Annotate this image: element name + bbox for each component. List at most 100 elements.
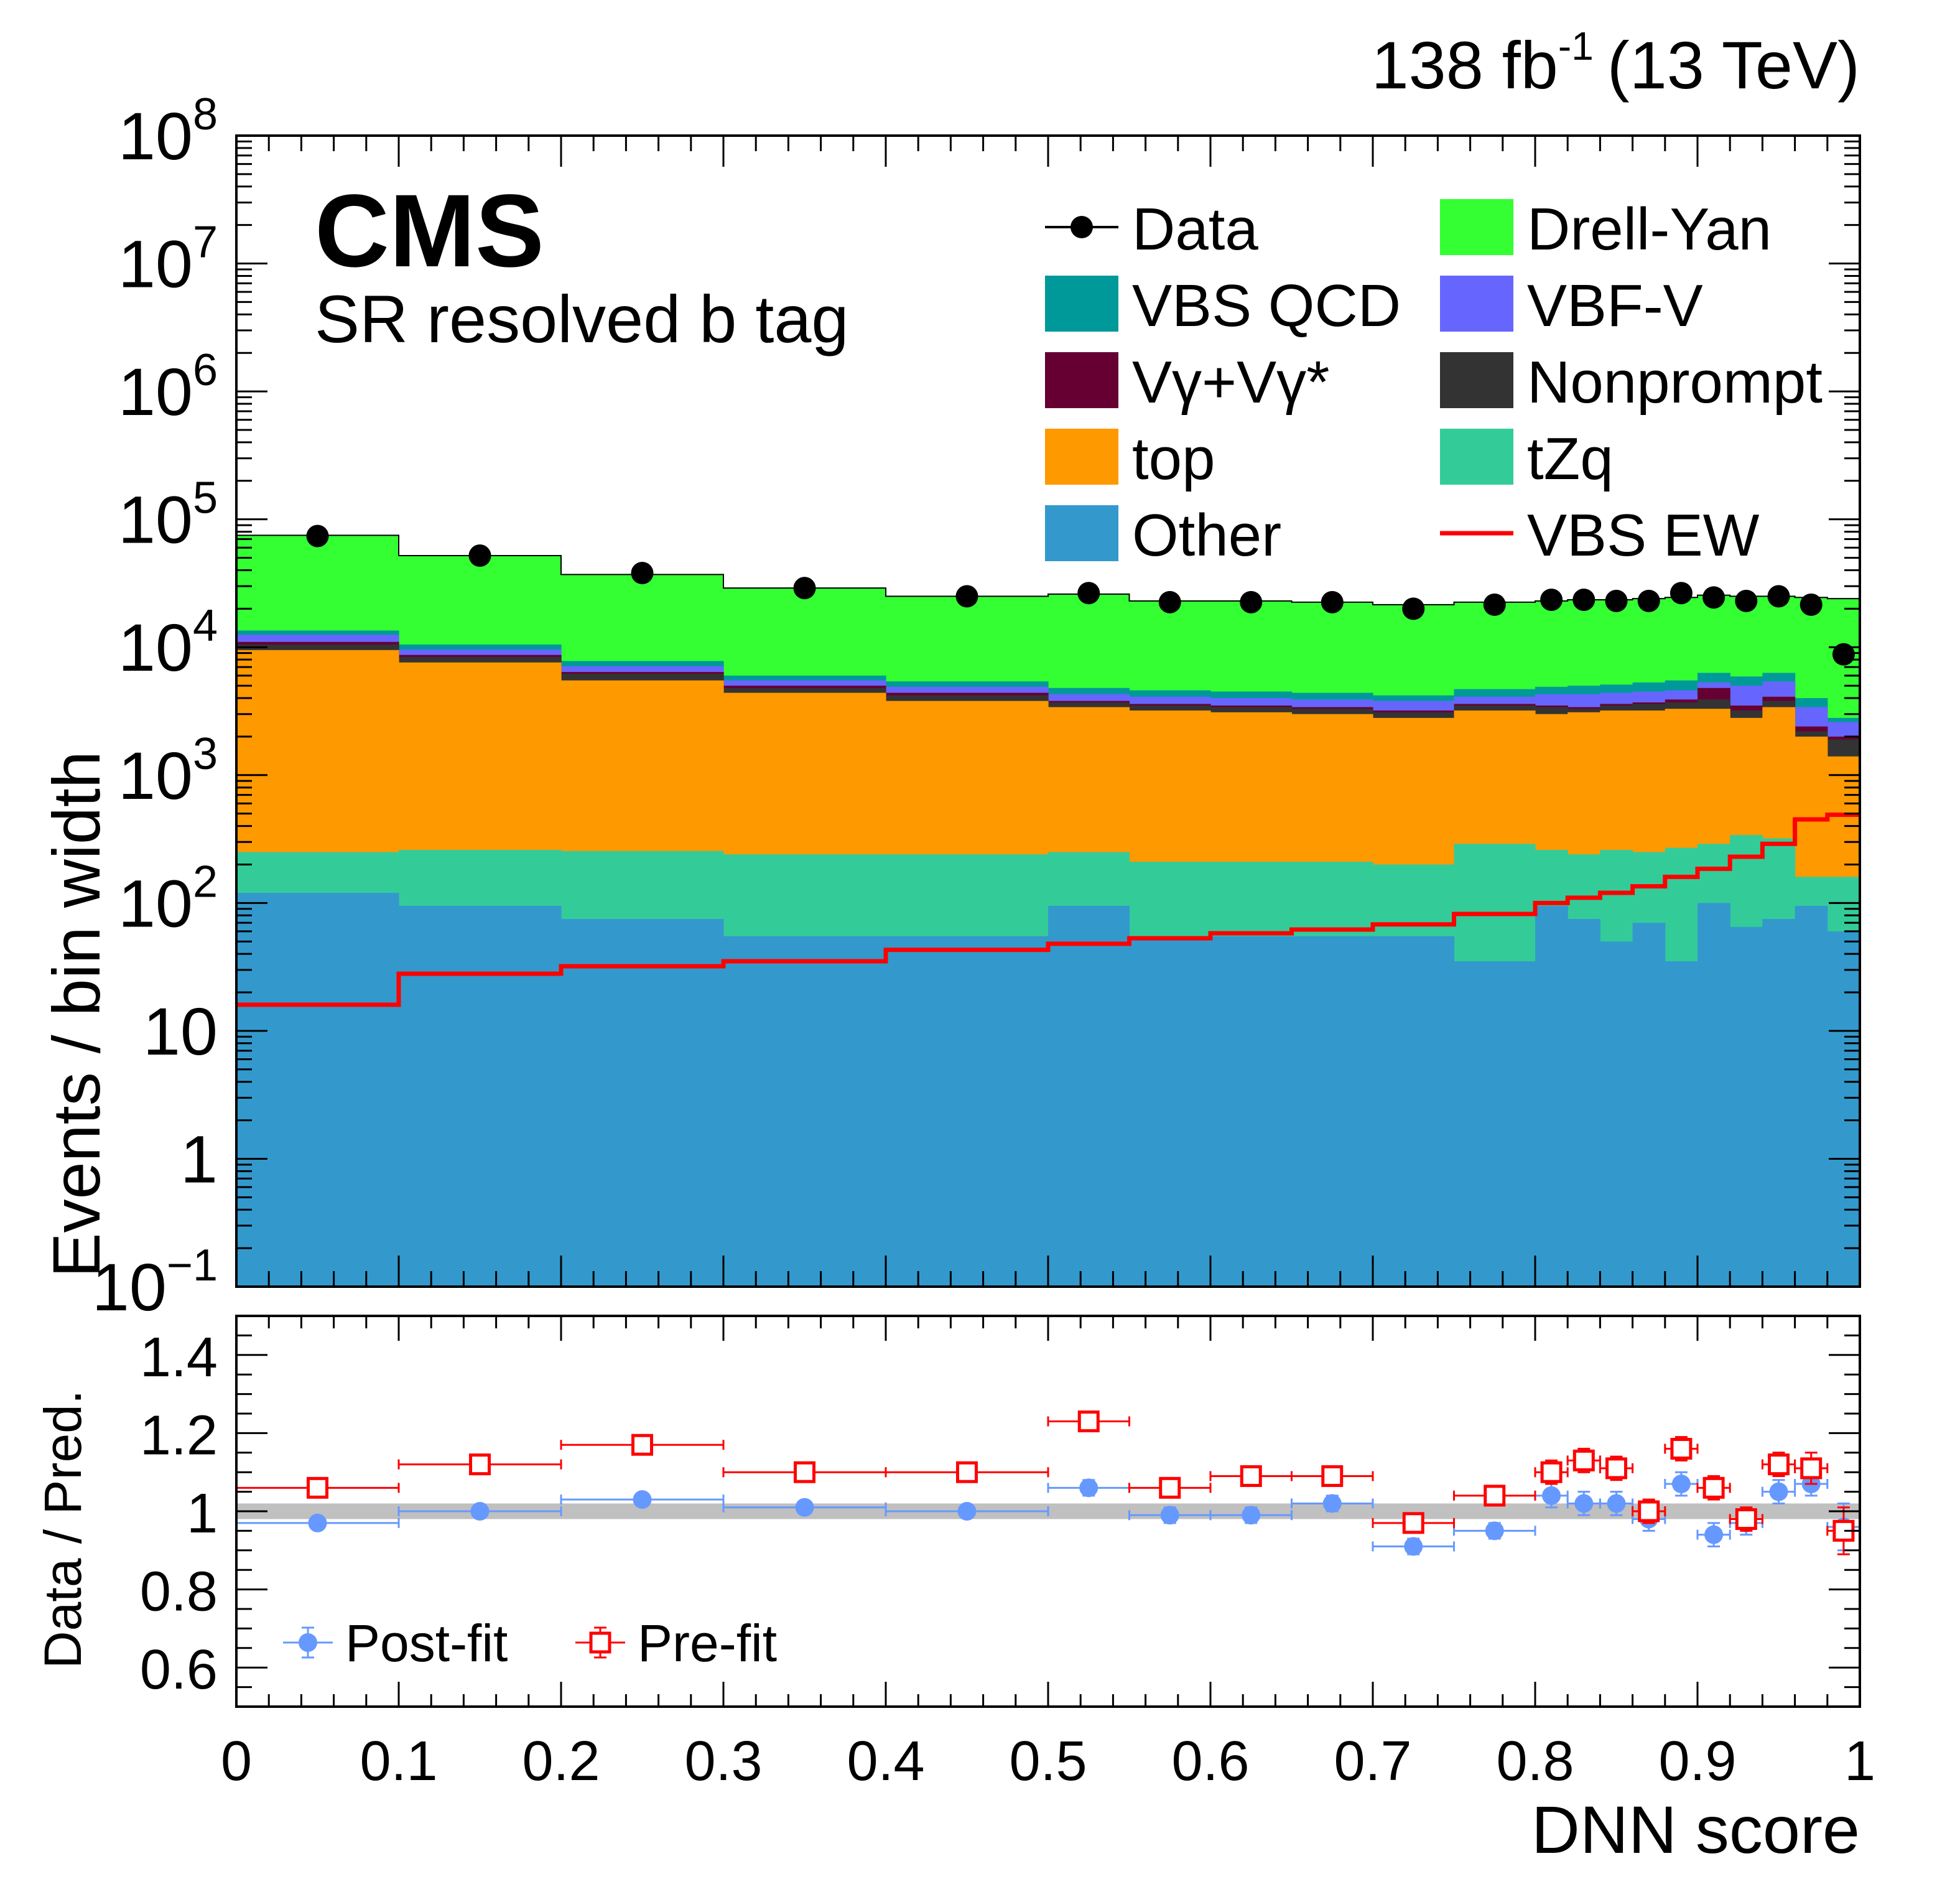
- x-tick-label: 0.8: [1496, 1730, 1574, 1792]
- data-point: [1605, 589, 1628, 612]
- other-bar: [1600, 941, 1633, 1287]
- postfit-marker: [795, 1498, 814, 1517]
- y-tick-label-exponent: 6: [193, 345, 218, 395]
- postfit-point: [1209, 1506, 1293, 1525]
- y-tick-label: 1: [180, 1121, 218, 1196]
- prefit-point: [1047, 1410, 1130, 1433]
- y-tick-label: 107: [118, 218, 218, 302]
- x-axis-label: DNN score: [1531, 1792, 1860, 1867]
- ratio-y-tick-label: 0.6: [140, 1639, 218, 1701]
- legend-swatch-vgamma: [1045, 352, 1118, 408]
- y-tick-label-exponent: 8: [193, 90, 218, 139]
- other-bar: [1568, 919, 1600, 1287]
- data-point: [1240, 590, 1263, 613]
- prefit-marker: [1638, 1500, 1660, 1522]
- other-bar: [399, 905, 562, 1287]
- y-tick-label-base: 10: [118, 98, 193, 174]
- postfit-point: [1599, 1491, 1634, 1516]
- prefit-point: [1729, 1506, 1763, 1532]
- ratio-y-tick-label: 0.8: [140, 1561, 218, 1623]
- postfit-point: [397, 1502, 562, 1521]
- legend-label: VBS EW: [1527, 502, 1760, 569]
- y-tick-label-exponent: 2: [193, 857, 218, 907]
- prefit-point: [397, 1453, 562, 1476]
- legend-swatch-nonprompt: [1440, 352, 1513, 408]
- stacked-histogram: [236, 534, 1860, 1287]
- data-point: [1540, 588, 1563, 611]
- postfit-point: [1664, 1471, 1699, 1497]
- data-point: [1572, 588, 1595, 611]
- prefit-point: [1209, 1465, 1293, 1487]
- data-point: [306, 524, 329, 548]
- prefit-point: [1291, 1465, 1374, 1487]
- prefit-point: [1453, 1485, 1536, 1507]
- other-bar: [1291, 936, 1373, 1287]
- legend: Data Drell-Yan VBS QCD VBF-V Vγ+Vγ* Nonprompt…: [1045, 196, 1823, 569]
- legend-item-data: Data: [1045, 196, 1258, 263]
- prefit-marker: [1605, 1457, 1627, 1480]
- ratio-legend-marker: [589, 1631, 611, 1654]
- x-tick-label: 0.1: [360, 1730, 437, 1792]
- legend-item-drellyan: Drell-Yan: [1440, 196, 1772, 263]
- postfit-marker: [1404, 1537, 1423, 1556]
- prefit-marker: [1540, 1461, 1563, 1483]
- prefit-marker: [469, 1453, 491, 1476]
- y-tick-label: 106: [118, 345, 218, 429]
- x-tick-label: 0.3: [684, 1730, 762, 1792]
- postfit-marker: [1769, 1482, 1788, 1501]
- prefit-marker: [307, 1476, 328, 1499]
- postfit-marker: [1671, 1475, 1691, 1494]
- other-bar: [1827, 931, 1860, 1287]
- postfit-marker: [957, 1502, 977, 1521]
- ratio-legend-marker: [299, 1633, 317, 1652]
- postfit-marker: [1485, 1521, 1504, 1541]
- prefit-marker: [794, 1461, 815, 1483]
- postfit-point: [1761, 1479, 1796, 1504]
- y-tick-label: 105: [118, 473, 218, 557]
- legend-label: Vγ+Vγ*: [1132, 349, 1329, 416]
- postfit-point: [560, 1490, 725, 1509]
- lumi-value: 138 fb: [1372, 27, 1558, 103]
- other-bar: [1210, 936, 1293, 1287]
- other-bar: [1795, 905, 1828, 1287]
- y-tick-label: 10: [143, 994, 218, 1069]
- main-tick-marks: [235, 134, 1861, 1288]
- legend-item-nonprompt: Nonprompt: [1440, 349, 1823, 416]
- data-point: [1483, 593, 1506, 616]
- y-tick-label-base: 10: [118, 610, 193, 685]
- legend-label: tZq: [1527, 426, 1614, 492]
- prefit-marker: [1735, 1508, 1757, 1531]
- prefit-series: [235, 1410, 1861, 1555]
- prefit-marker: [1402, 1512, 1424, 1534]
- prefit-marker: [1321, 1465, 1344, 1487]
- postfit-marker: [1079, 1478, 1098, 1498]
- other-bar: [1762, 919, 1796, 1287]
- y-tick-label: 102: [118, 857, 218, 941]
- other-bar: [1048, 905, 1130, 1287]
- y-tick-label: 108: [118, 90, 218, 174]
- x-tick-label: 0.4: [847, 1730, 924, 1792]
- other-bar: [1129, 936, 1211, 1287]
- data-points-layer: [306, 524, 1855, 666]
- data-point: [1402, 597, 1425, 620]
- postfit-series: [235, 1471, 1861, 1556]
- postfit-point: [1291, 1494, 1374, 1513]
- prefit-point: [235, 1476, 400, 1499]
- postfit-point: [1453, 1521, 1536, 1541]
- postfit-marker: [1574, 1494, 1594, 1513]
- postfit-marker: [1704, 1525, 1724, 1544]
- postfit-point: [1696, 1522, 1731, 1548]
- other-bar: [1454, 961, 1536, 1287]
- other-bar: [723, 936, 886, 1287]
- postfit-marker: [1322, 1494, 1342, 1513]
- other-bar: [1373, 936, 1455, 1287]
- postfit-point: [1534, 1483, 1569, 1509]
- prefit-point: [1761, 1452, 1796, 1477]
- y-tick-label-exponent: 7: [193, 218, 218, 268]
- other-bar: [561, 919, 724, 1287]
- other-bar: [1535, 905, 1568, 1287]
- postfit-marker: [1542, 1486, 1561, 1505]
